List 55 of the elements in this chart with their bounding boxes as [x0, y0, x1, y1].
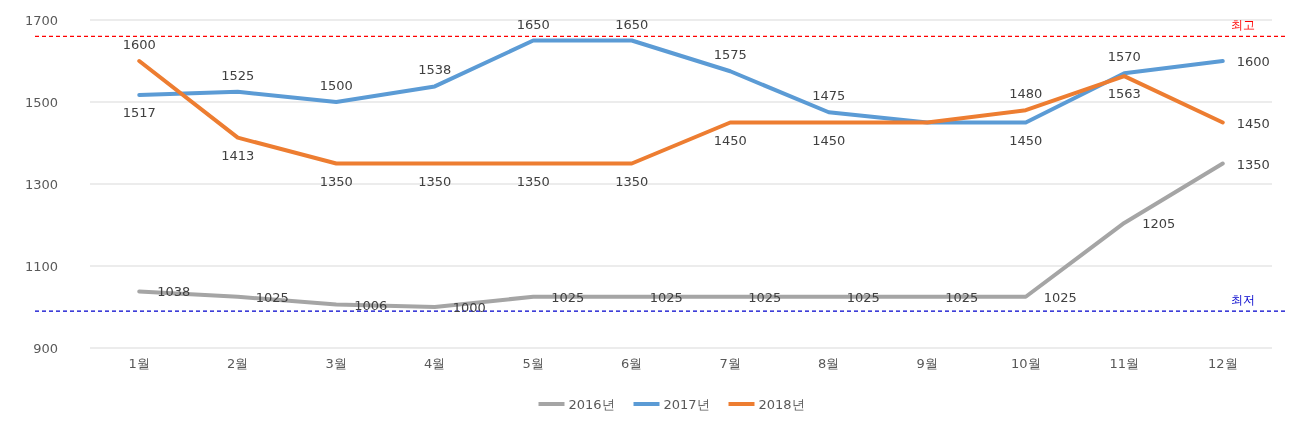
legend-label: 2017년: [663, 397, 710, 412]
data-label: 1480: [1009, 86, 1043, 102]
legend-label: 2018년: [758, 397, 805, 412]
data-label: 1517: [122, 105, 156, 121]
x-tick-label: 9월: [916, 356, 938, 371]
y-tick-label: 1100: [24, 259, 58, 274]
data-label: 1650: [516, 16, 550, 32]
x-tick-label: 2월: [227, 356, 249, 371]
data-label: 1025: [1043, 289, 1077, 305]
data-label: 1025: [649, 289, 683, 305]
data-label: 1000: [452, 300, 486, 315]
data-label: 1450: [812, 132, 846, 148]
data-label: 1350: [516, 173, 550, 189]
data-label: 1500: [319, 78, 353, 93]
x-tick-label: 5월: [522, 356, 544, 371]
data-label: 1538: [418, 62, 452, 78]
data-label: 1570: [1107, 49, 1141, 65]
data-label: 1025: [846, 289, 880, 305]
y-tick-label: 1300: [24, 177, 58, 192]
x-tick-label: 12월: [1207, 356, 1238, 371]
x-tick-label: 11월: [1109, 356, 1140, 371]
data-label: 1025: [255, 289, 289, 305]
x-tick-label: 10월: [1010, 356, 1041, 371]
x-tick-label: 8월: [818, 356, 840, 371]
data-label: 1575: [713, 47, 747, 63]
data-label: 1025: [551, 289, 585, 305]
y-tick-label: 1500: [24, 95, 58, 110]
data-label: 1600: [122, 37, 156, 52]
data-label: 1006: [354, 297, 388, 313]
data-label: 1600: [1236, 54, 1270, 69]
data-label: 1450: [1236, 115, 1270, 131]
data-label: 1650: [615, 16, 649, 32]
x-tick-label: 3월: [325, 356, 347, 371]
y-tick-label: 1700: [24, 13, 58, 28]
data-label: 1350: [1236, 156, 1270, 172]
x-tick-label: 4월: [424, 356, 446, 371]
x-tick-label: 6월: [621, 356, 643, 371]
legend-label: 2016년: [568, 397, 615, 412]
data-label: 1025: [748, 289, 782, 305]
data-label: 1350: [319, 173, 353, 189]
y-tick-label: 900: [33, 341, 58, 356]
ref-line-label: 최고: [1231, 18, 1255, 33]
data-label: 1475: [812, 88, 846, 104]
data-label: 1413: [221, 147, 255, 163]
x-tick-label: 7월: [719, 356, 741, 371]
data-label: 1525: [221, 67, 255, 83]
data-label: 1205: [1142, 215, 1176, 231]
data-label: 1025: [945, 289, 979, 305]
ref-line-label: 최저: [1231, 293, 1255, 308]
data-label: 1350: [418, 173, 452, 189]
data-label: 1450: [1009, 132, 1043, 148]
data-label: 1450: [713, 132, 747, 148]
data-label: 1350: [615, 173, 649, 189]
x-tick-label: 1월: [128, 356, 150, 371]
data-label: 1563: [1107, 86, 1141, 102]
